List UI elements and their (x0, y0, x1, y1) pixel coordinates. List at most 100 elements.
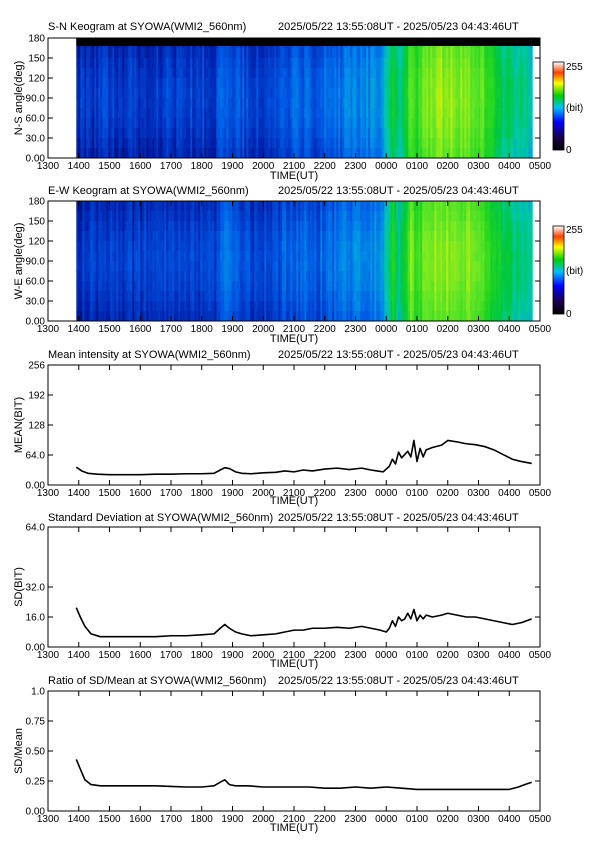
keogram-cell (122, 98, 125, 109)
keogram-cell (204, 48, 207, 59)
keogram-cell (504, 88, 507, 99)
keogram-cell (94, 138, 97, 149)
keogram-cell (342, 108, 345, 119)
keogram-cell (190, 211, 193, 222)
keogram-cell (524, 108, 527, 119)
keogram-cell (326, 98, 329, 109)
keogram-cell (278, 58, 281, 69)
keogram-cell (368, 311, 371, 322)
keogram-cell (376, 201, 379, 212)
keogram-cell (406, 281, 409, 292)
keogram-cell (164, 48, 167, 59)
keogram-cell (498, 58, 501, 69)
keogram-cell (338, 201, 341, 212)
keogram-cell (398, 108, 401, 119)
keogram-cell (520, 78, 523, 89)
keogram-cell (180, 88, 183, 99)
keogram-cell (118, 241, 121, 252)
keogram-cell (338, 148, 341, 159)
keogram-cell (250, 241, 253, 252)
keogram-cell (430, 138, 433, 149)
keogram-cell (204, 241, 207, 252)
keogram-cell (220, 281, 223, 292)
keogram-cell (90, 68, 93, 79)
keogram-cell (492, 48, 495, 59)
keogram-cell (106, 311, 109, 322)
keogram-cell (94, 291, 97, 302)
keogram-cell (474, 58, 477, 69)
keogram-cell (102, 58, 105, 69)
keogram-cell (380, 261, 383, 272)
keogram-cell (404, 241, 407, 252)
keogram-cell (416, 291, 419, 302)
keogram-cell (412, 148, 415, 159)
keogram-cell (336, 311, 339, 322)
keogram-cell (136, 78, 139, 89)
keogram-cell (360, 128, 363, 139)
keogram-cell (244, 311, 247, 322)
keogram-cell (196, 48, 199, 59)
keogram-cell (196, 211, 199, 222)
keogram-cell (120, 311, 123, 322)
keogram-cell (184, 301, 187, 312)
keogram-cell (274, 281, 277, 292)
keogram-cell (264, 251, 267, 262)
keogram-cell (200, 68, 203, 79)
keogram-cell (270, 98, 273, 109)
keogram-cell (212, 118, 215, 129)
keogram-cell (148, 211, 151, 222)
keogram-cell (180, 241, 183, 252)
keogram-cell (182, 148, 185, 159)
keogram-cell (458, 58, 461, 69)
keogram-cell (88, 261, 91, 272)
keogram-cell (298, 98, 301, 109)
keogram-cell (396, 138, 399, 149)
keogram-cell (170, 68, 173, 79)
keogram-cell (138, 241, 141, 252)
keogram-cell (314, 201, 317, 212)
keogram-cell (122, 138, 125, 149)
keogram-cell (138, 78, 141, 89)
keogram-cell (272, 58, 275, 69)
keogram-cell (90, 138, 93, 149)
keogram-cell (318, 128, 321, 139)
keogram-cell (218, 118, 221, 129)
keogram-cell (416, 211, 419, 222)
keogram-cell (284, 251, 287, 262)
keogram-cell (404, 68, 407, 79)
keogram-cell (162, 108, 165, 119)
keogram-cell (306, 211, 309, 222)
keogram-cell (194, 201, 197, 212)
keogram-cell (210, 301, 213, 312)
keogram-cell (428, 221, 431, 232)
keogram-cell (116, 58, 119, 69)
keogram-cell (422, 291, 425, 302)
keogram-cell (444, 78, 447, 89)
keogram-cell (516, 78, 519, 89)
keogram-cell (310, 88, 313, 99)
keogram-cell (124, 281, 127, 292)
keogram-cell (234, 78, 237, 89)
keogram-cell (406, 261, 409, 272)
keogram-cell (322, 118, 325, 129)
keogram-cell (148, 88, 151, 99)
keogram-cell (254, 48, 257, 59)
keogram-cell (422, 108, 425, 119)
keogram-cell (114, 68, 117, 79)
y-tick-label: 90.0 (26, 94, 46, 105)
keogram-cell (410, 108, 413, 119)
keogram-cell (466, 48, 469, 59)
keogram-cell (374, 261, 377, 272)
keogram-cell (266, 211, 269, 222)
keogram-cell (282, 241, 285, 252)
keogram-cell (308, 251, 311, 262)
keogram-cell (356, 231, 359, 242)
keogram-cell (140, 231, 143, 242)
keogram-cell (296, 201, 299, 212)
keogram-cell (172, 201, 175, 212)
keogram-cell (142, 78, 145, 89)
keogram-cell (402, 98, 405, 109)
keogram-cell (470, 118, 473, 129)
keogram-cell (434, 78, 437, 89)
keogram-cell (212, 48, 215, 59)
